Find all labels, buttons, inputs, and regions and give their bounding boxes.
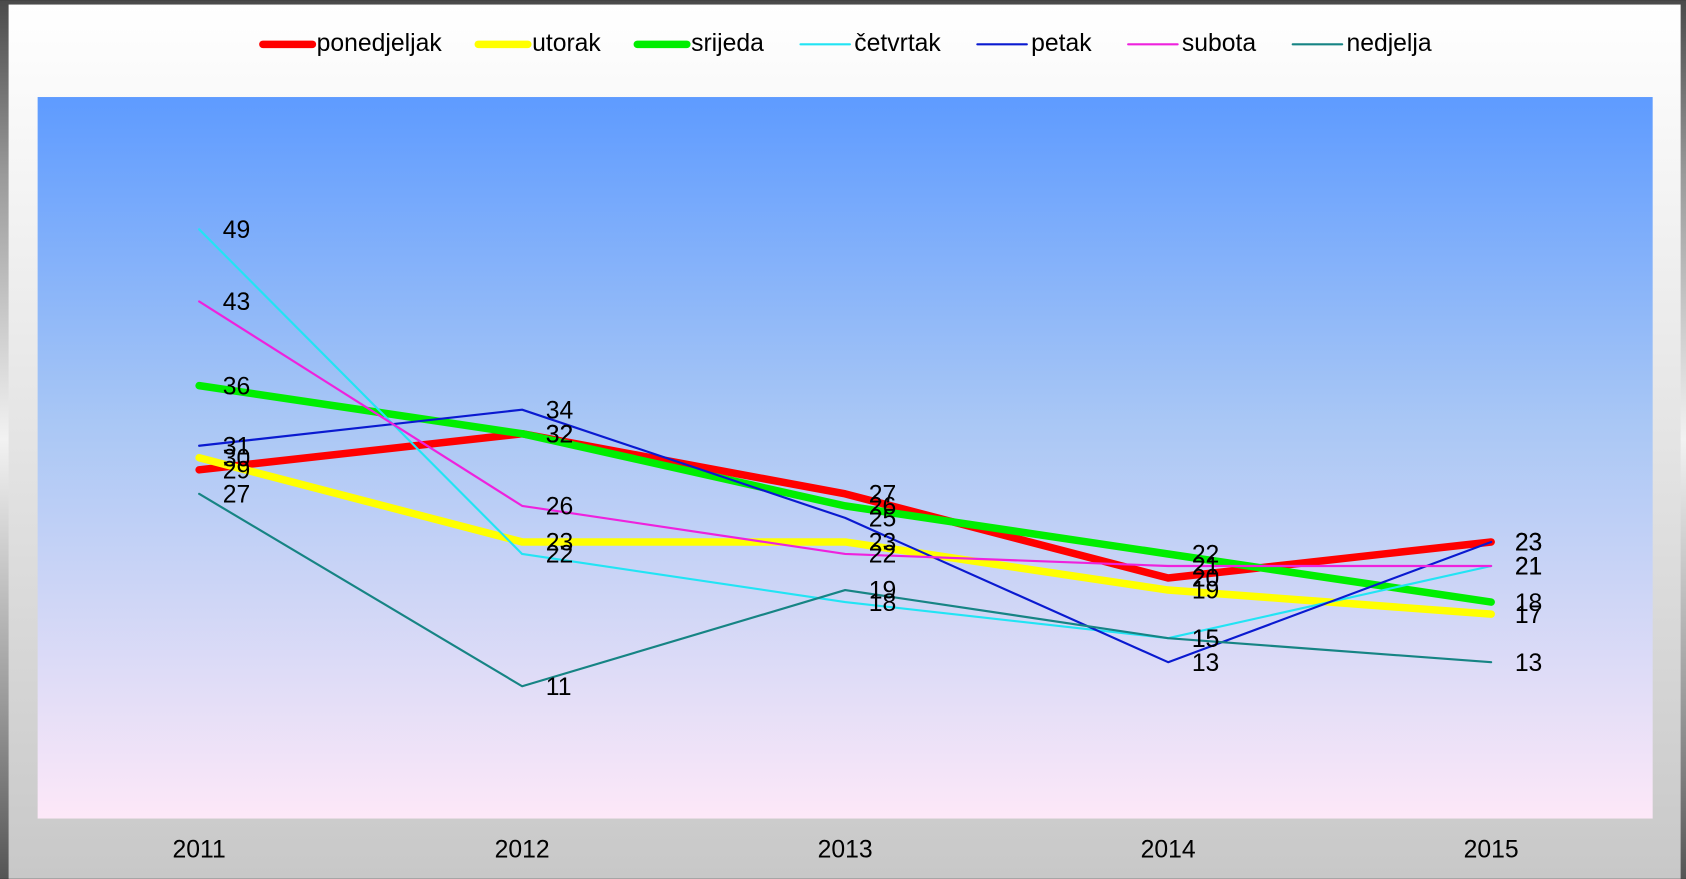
data-label: 23: [1515, 530, 1543, 557]
data-label: 25: [869, 506, 896, 533]
data-label: 43: [223, 289, 251, 316]
series-line: [198, 300, 1493, 568]
x-tick-label: 2013: [818, 836, 873, 863]
data-label: 22: [546, 542, 574, 569]
data-label: 32: [546, 421, 574, 448]
data-label: 29: [223, 457, 251, 484]
series-line: [195, 381, 1495, 606]
series-line: [198, 228, 1493, 640]
legend-label: petak: [1031, 30, 1092, 57]
data-label: 23: [1515, 530, 1543, 557]
data-label: 30: [223, 445, 251, 472]
x-tick-label: 2012: [495, 836, 550, 863]
data-label: 26: [869, 494, 896, 521]
data-label: 18: [1515, 590, 1543, 617]
legend-label: subota: [1182, 30, 1256, 57]
data-label: 21: [1515, 554, 1543, 581]
data-label: 49: [223, 217, 251, 244]
data-label: 21: [1515, 554, 1543, 581]
data-label: 19: [869, 578, 896, 605]
data-label: 15: [1192, 626, 1220, 653]
series-line: [198, 492, 1493, 688]
legend-label: ponedjeljak: [317, 30, 443, 57]
x-tick-label: 2011: [173, 836, 226, 863]
data-label: 15: [1192, 626, 1220, 653]
data-label: 23: [546, 530, 574, 557]
x-tick-label: 2014: [1141, 836, 1196, 863]
data-label: 31: [223, 433, 251, 460]
data-label: 22: [869, 542, 896, 569]
data-label: 13: [1515, 650, 1543, 677]
series-line: [195, 454, 1495, 618]
data-label: 17: [1515, 602, 1543, 629]
legend-label: srijeda: [691, 30, 764, 57]
data-label: 13: [1192, 650, 1220, 677]
data-label: 21: [1192, 554, 1220, 581]
legend-label: utorak: [532, 30, 601, 57]
data-label: 19: [1192, 578, 1220, 605]
data-label: 23: [869, 530, 896, 557]
data-label: 34: [546, 397, 574, 424]
data-label: 32: [546, 421, 574, 448]
data-label: 22: [1192, 542, 1220, 569]
data-label: 27: [869, 482, 896, 509]
data-label: 18: [869, 590, 896, 617]
data-label: 36: [223, 373, 251, 400]
legend-label: četvrtak: [854, 30, 941, 57]
data-label: 11: [546, 674, 572, 701]
data-label: 27: [223, 482, 251, 509]
x-tick-label: 2015: [1464, 836, 1519, 863]
data-label: 20: [1192, 566, 1220, 593]
data-label: 26: [546, 494, 574, 521]
legend-label: nedjelja: [1346, 30, 1431, 57]
series-line: [198, 408, 1493, 664]
